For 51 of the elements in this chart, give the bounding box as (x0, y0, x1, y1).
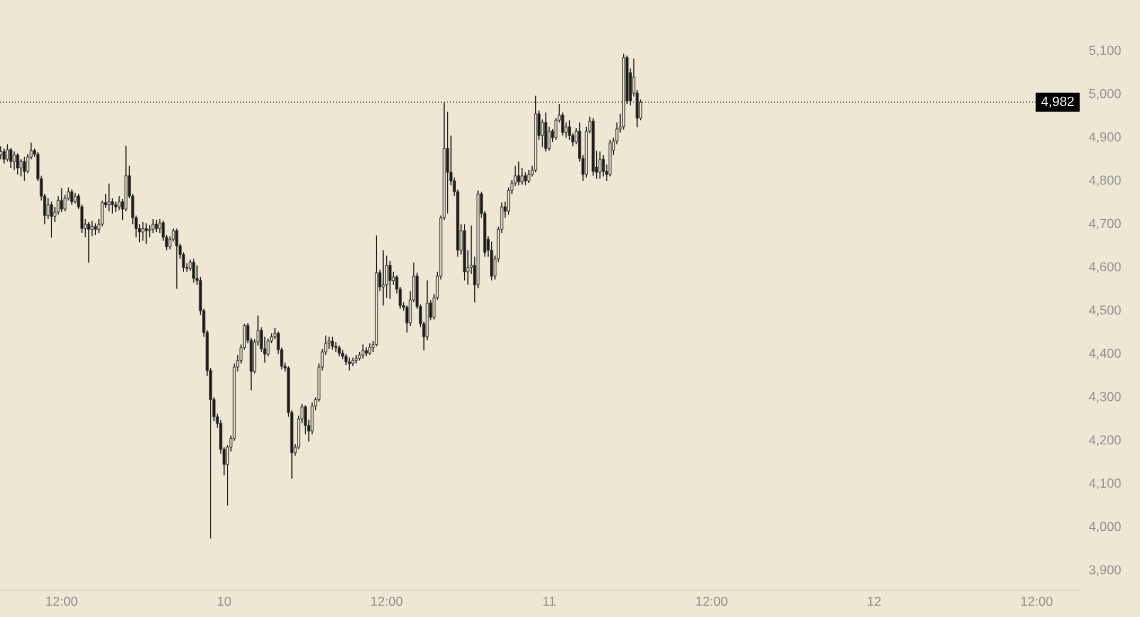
candlestick (534, 95, 538, 173)
candlestick (368, 342, 372, 356)
y-tick-label: 4,300 (1089, 391, 1121, 403)
x-tick-label: 11 (543, 596, 556, 606)
x-tick-label: 12:00 (1021, 596, 1053, 606)
candlestick (507, 186, 510, 216)
y-tick-label: 4,800 (1089, 175, 1121, 187)
y-tick-label: 3,900 (1089, 565, 1121, 576)
ref-line-label: 4,982 (1041, 96, 1074, 108)
candlestick (385, 254, 389, 299)
candlestick (259, 326, 263, 353)
x-tick-label: 12 (867, 596, 881, 606)
candlestick (381, 249, 385, 307)
candlestick (12, 150, 16, 171)
candlestick (50, 201, 53, 239)
candlestick (568, 119, 571, 141)
candlestick (513, 165, 517, 187)
y-tick-label: 4,000 (1089, 521, 1121, 533)
y-tick-label: 4,600 (1089, 262, 1121, 273)
x-tick-label: 10 (217, 596, 231, 606)
candlestick (622, 53, 626, 131)
candlestick (337, 344, 341, 357)
candlestick (175, 228, 179, 290)
candlestick (94, 222, 97, 236)
candlestick (144, 222, 148, 245)
candlestick (87, 221, 91, 264)
y-tick-label: 4,900 (1089, 132, 1121, 144)
candlestick (60, 187, 64, 213)
candlestick (361, 344, 365, 359)
x-tick-label: 12:00 (696, 596, 728, 606)
candlestick (303, 404, 307, 435)
y-tick-label: 4,400 (1089, 348, 1121, 360)
y-tick-label: 4,700 (1089, 218, 1121, 230)
y-tick-label: 4,500 (1089, 305, 1121, 317)
x-tick-label: 12:00 (46, 596, 78, 606)
candlestick (358, 351, 362, 362)
y-tick-label: 5,100 (1089, 45, 1121, 57)
candlestick (334, 341, 338, 353)
candlestick (266, 337, 270, 357)
y-tick-label: 5,000 (1089, 88, 1121, 100)
candlestick (6, 143, 9, 162)
candlestick (364, 347, 368, 357)
candlestick (9, 147, 13, 169)
y-tick-label: 4,100 (1089, 478, 1121, 490)
candlestick (141, 221, 145, 242)
candlestick (446, 111, 450, 214)
candlestick (171, 228, 175, 243)
y-tick-label: 4,200 (1089, 435, 1121, 447)
candlestick (46, 197, 50, 220)
x-tick-label: 12:00 (371, 596, 403, 606)
candlestick (547, 126, 551, 152)
